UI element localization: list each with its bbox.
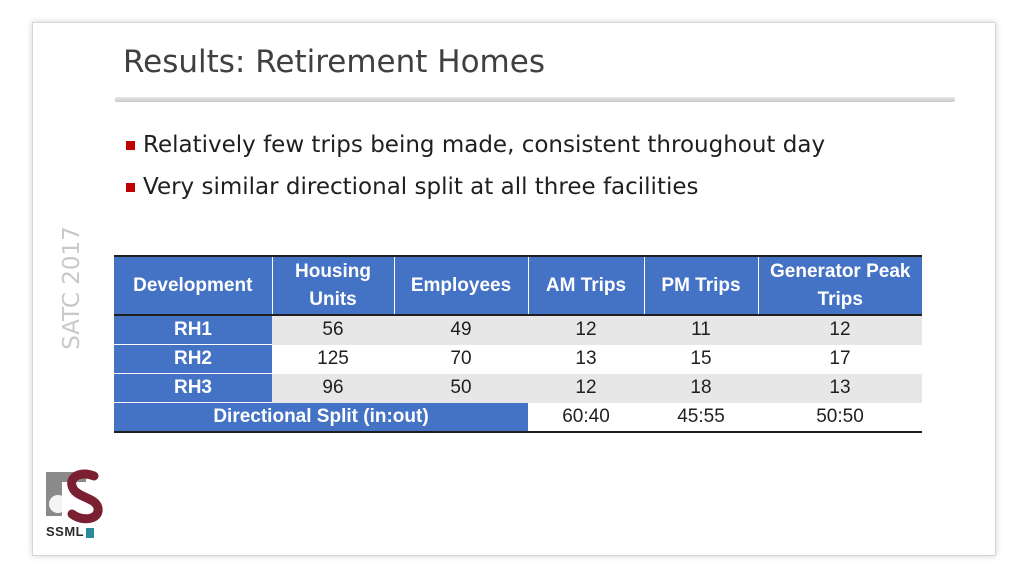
bullet-text: Very similar directional split at all th…: [143, 174, 699, 200]
table-row: RH3 96 50 12 18 13: [114, 373, 922, 403]
bullet-item: Relatively few trips being made, consist…: [126, 124, 825, 166]
cell-generator-peak-trips: 13: [758, 373, 922, 403]
cell-employees: 50: [394, 373, 528, 403]
table-header-row: Development Housing Units Employees AM T…: [114, 256, 922, 315]
bullet-item: Very similar directional split at all th…: [126, 166, 825, 208]
bullet-square-icon: [126, 140, 135, 150]
cell-pm-trips: 15: [690, 348, 712, 369]
logo-accent-icon: [86, 527, 95, 538]
cell-pm-trips: 11: [644, 315, 758, 345]
table-row: RH1 56 49 12 11 12: [114, 315, 922, 345]
bullet-square-icon: [126, 182, 135, 192]
results-table: Development Housing Units Employees AM T…: [114, 255, 922, 433]
conference-label: SATC 2017: [59, 226, 85, 350]
ssml-logo-icon: [46, 469, 103, 524]
cell-housing-units: 56: [272, 315, 394, 345]
cell-housing-units: 125: [317, 348, 349, 369]
bullet-list: Relatively few trips being made, consist…: [126, 124, 825, 208]
header-housing-units: Housing Units: [271, 256, 394, 315]
cell-pm-trips: 18: [644, 373, 758, 403]
row-label: RH2: [114, 344, 272, 374]
header-development: Development: [114, 256, 272, 315]
cell-employees: 49: [394, 315, 528, 345]
cell-am-trips: 12: [528, 315, 644, 345]
split-generator-peak-trips: 50:50: [816, 405, 864, 427]
header-employees: Employees: [393, 256, 528, 315]
split-am-trips: 60:40: [562, 405, 610, 427]
cell-housing-units: 96: [272, 373, 394, 403]
header-generator-peak-trips: Generator Peak Trips: [757, 256, 922, 315]
directional-split-row: Directional Split (in:out) 60:40 45:55 5…: [114, 402, 922, 432]
logo-wordmark: SSML: [46, 524, 95, 539]
cell-generator-peak-trips: 17: [829, 348, 851, 369]
header-pm-trips: PM Trips: [643, 256, 758, 315]
header-am-trips: AM Trips: [527, 256, 644, 315]
cell-generator-peak-trips: 12: [758, 315, 922, 345]
table-row: RH2 125 70 13 15 17: [114, 344, 922, 374]
title-divider: [115, 97, 955, 102]
slide-title: Results: Retirement Homes: [123, 44, 545, 80]
cell-am-trips: 13: [575, 348, 597, 369]
directional-split-label: Directional Split (in:out): [114, 402, 528, 432]
logo-text: SSML: [46, 524, 85, 539]
bullet-text: Relatively few trips being made, consist…: [143, 132, 826, 158]
row-label: RH3: [114, 373, 272, 403]
split-pm-trips: 45:55: [677, 405, 725, 427]
row-label: RH1: [114, 315, 272, 345]
cell-am-trips: 12: [528, 373, 644, 403]
cell-employees: 70: [450, 348, 472, 369]
